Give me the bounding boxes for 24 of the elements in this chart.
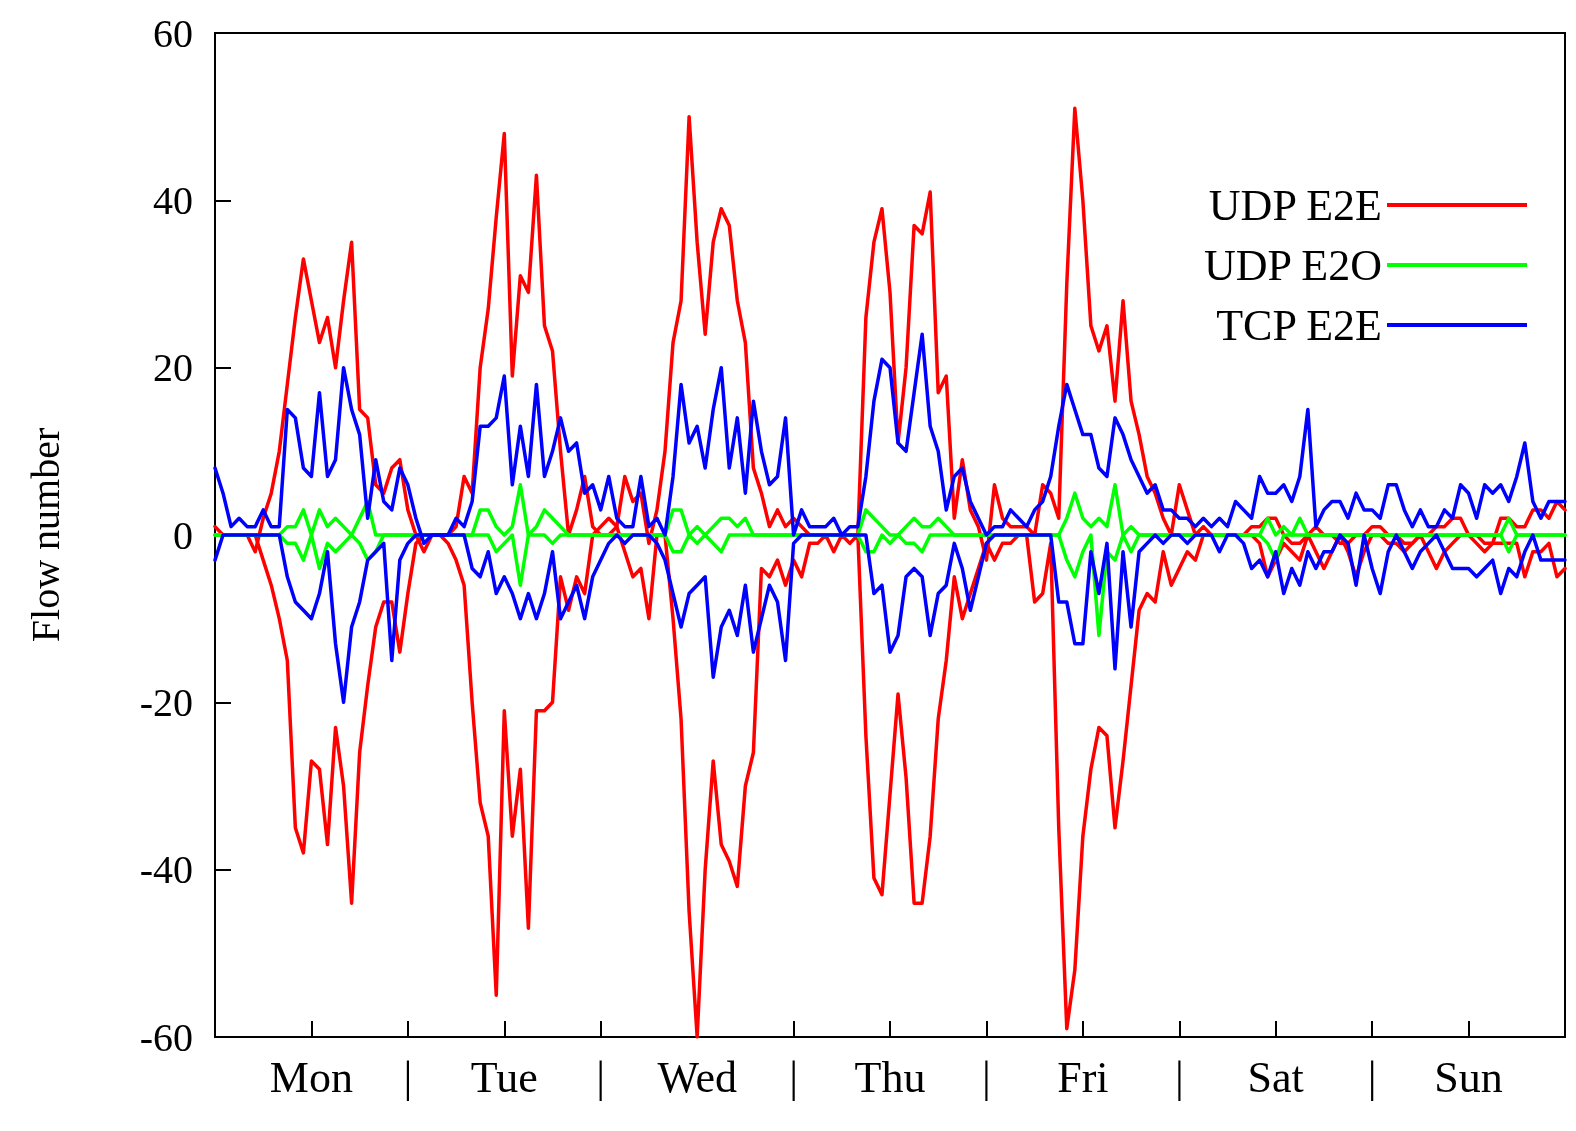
y-tick-label: -20 xyxy=(139,679,193,725)
x-tick-label: Wed xyxy=(657,1052,737,1102)
x-tick-label: Fri xyxy=(1057,1052,1109,1102)
x-tick-label: Sat xyxy=(1247,1052,1304,1102)
y-tick-label: 60 xyxy=(153,10,193,56)
x-tick-label: | xyxy=(789,1052,798,1102)
y-tick-label: 0 xyxy=(173,512,193,558)
y-axis-title: Flow number xyxy=(22,427,68,643)
x-tick-label: | xyxy=(403,1052,413,1102)
y-tick-label: 40 xyxy=(153,177,193,223)
x-tick-label: | xyxy=(1174,1052,1184,1102)
x-tick-label: | xyxy=(982,1052,991,1102)
legend-label: TCP E2E xyxy=(1216,300,1382,350)
y-tick-label: -40 xyxy=(139,847,193,893)
y-tick-label: -60 xyxy=(139,1014,193,1060)
x-tick-label: Mon xyxy=(269,1052,353,1102)
legend-label: UDP E2E xyxy=(1208,180,1382,230)
x-tick-label: | xyxy=(596,1052,606,1102)
x-tick-label: Tue xyxy=(470,1052,538,1102)
x-tick-label: | xyxy=(1367,1052,1377,1102)
x-tick-label: Sun xyxy=(1434,1052,1503,1102)
x-tick-label: Thu xyxy=(854,1052,926,1102)
legend-label: UDP E2O xyxy=(1203,240,1382,290)
y-tick-label: 20 xyxy=(153,345,193,391)
